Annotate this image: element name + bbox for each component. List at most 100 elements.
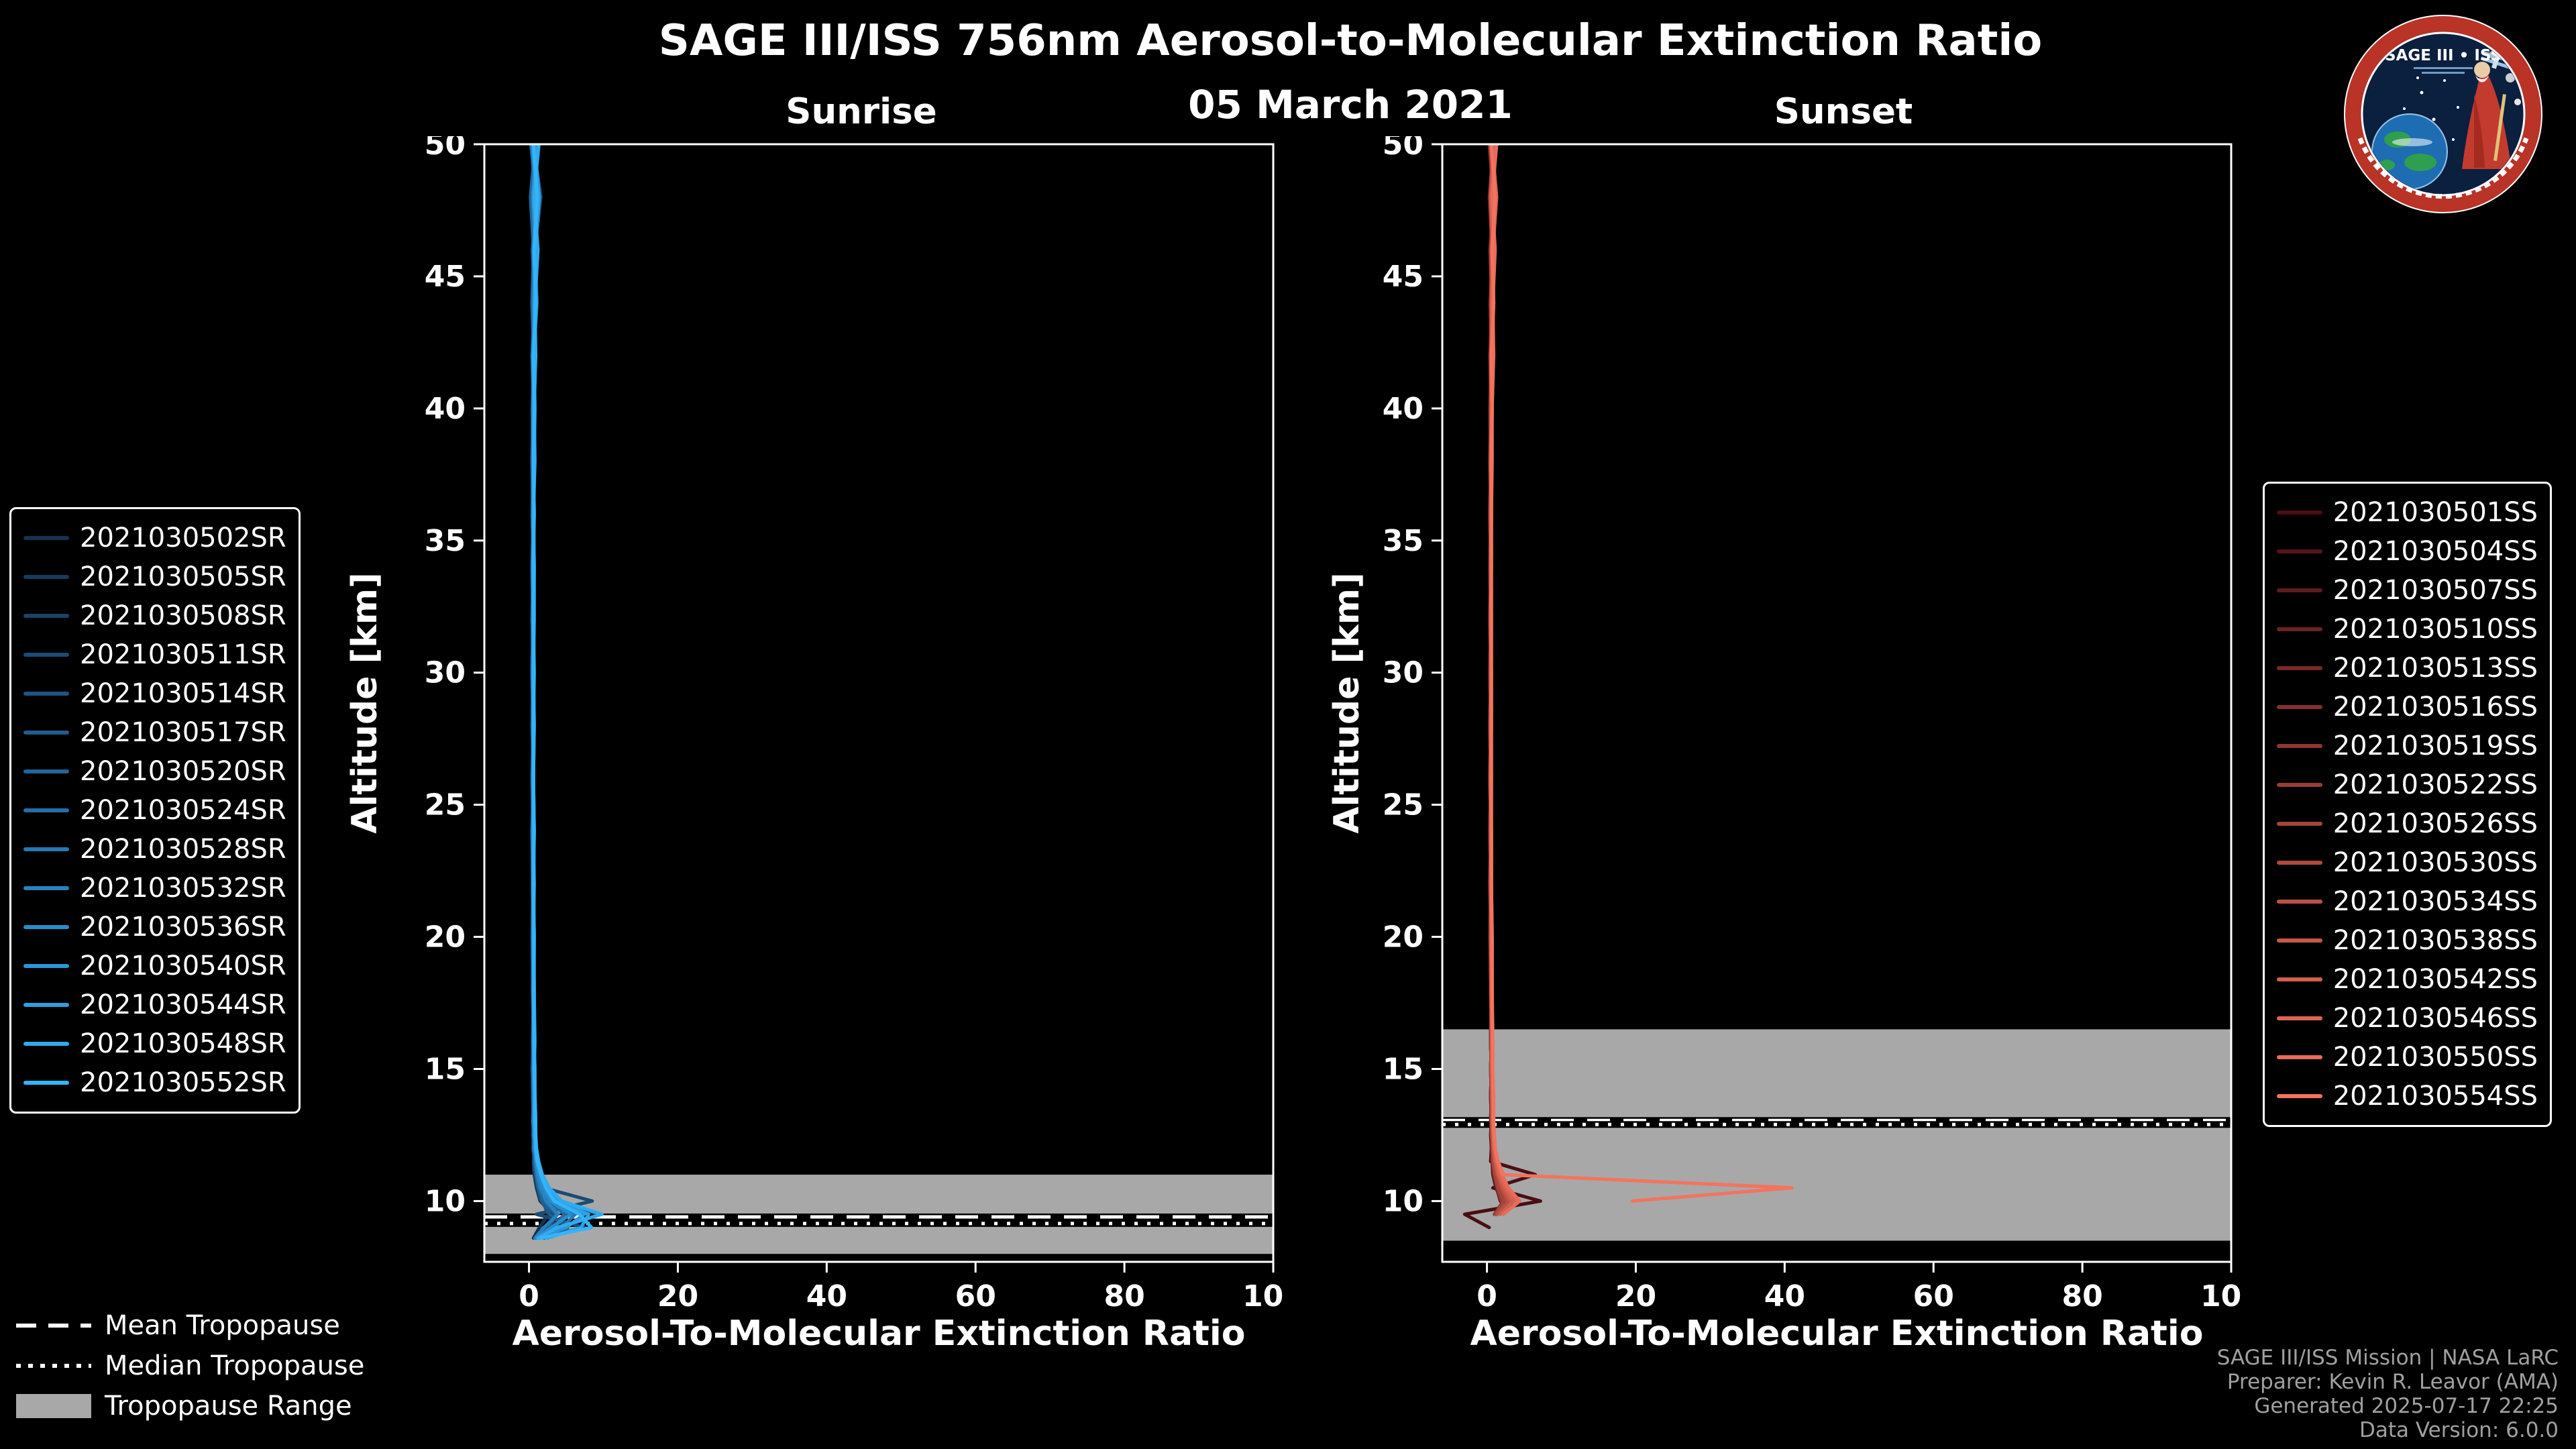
legend-event-label: 2021030513SS [2332,653,2538,684]
x-tick-label: 80 [2061,1279,2102,1313]
median-tropopause-label: Median Tropopause [105,1350,365,1381]
legend-event-label: 2021030522SS [2332,769,2538,800]
legend-event-label: 2021030536SR [80,912,286,943]
profile-line-2021030548SR [531,144,604,1240]
legend-line-swatch [2276,822,2322,826]
legend-line-swatch [23,575,69,579]
legend-line-swatch [2276,588,2322,592]
profile-line-2021030540SR [531,144,586,1240]
y-tick-label: 10 [1383,1184,1424,1218]
gray-band-sample [16,1394,91,1418]
legend-item: 2021030514SR [23,674,286,713]
legend-event-label: 2021030554SS [2332,1081,2538,1112]
profile-line-2021030552SR [531,144,594,1240]
date-subtitle: 05 March 2021 [1188,82,1513,127]
y-tick-label: 15 [425,1052,466,1086]
panel-title-sunrise: Sunrise [786,91,937,132]
y-tick-label: 45 [1383,260,1424,294]
sunset-profile-chart: 0 20 40 60 80 100 10 15 20 25 30 35 40 45 50 [1383,136,2242,1313]
legend-item: 2021030513SS [2276,649,2538,688]
legend-line-swatch [2276,1016,2322,1020]
legend-event-label: 2021030526SS [2332,808,2538,839]
y-tick-label: 35 [425,524,466,558]
mean-tropopause-label: Mean Tropopause [105,1310,340,1341]
credit-line-preparer: Preparer: Kevin R. Leavor (AMA) [2226,1370,2559,1394]
y-tick-label: 40 [1383,392,1424,426]
logo-ring-text [2357,137,2529,199]
tropopause-range-band [1442,1029,2231,1241]
profile-line-2021030554SS [1489,144,1794,1203]
legend-event-label: 2021030534SS [2332,886,2538,917]
x-tick-label: 40 [1764,1279,1805,1313]
legend-line-swatch [2276,900,2322,904]
y-tick-label: 30 [1383,656,1424,690]
y-tick-label: 20 [425,920,466,955]
y-tick-label: 50 [1383,136,1424,162]
legend-event-label: 2021030507SS [2332,575,2538,606]
tropopause-range-label: Tropopause Range [105,1391,352,1421]
legend-item: 2021030520SR [23,752,286,791]
y-tick-label: 10 [425,1184,466,1218]
legend-line-swatch [23,886,69,890]
legend-item: 2021030538SS [2276,921,2538,960]
legend-item: 2021030511SR [23,635,286,674]
profile-line-2021030528SR [531,144,577,1240]
legend-sunset-events: 2021030501SS 2021030504SS 2021030507SS 2021… [2262,482,2552,1127]
legend-line-swatch [23,769,69,773]
legend-item: 2021030501SS [2276,493,2538,532]
x-tick-label: 60 [955,1279,996,1313]
legend-item: 2021030508SR [23,596,286,635]
legend-item: 2021030510SS [2276,610,2538,649]
x-axis-label-sunset: Aerosol-To-Molecular Extinction Ratio [1470,1313,2204,1354]
legend-event-label: 2021030517SR [80,717,286,748]
legend-event-label: 2021030516SS [2332,692,2538,722]
legend-line-swatch [23,847,69,851]
profile-line-2021030511SR [531,144,594,1240]
sage-iii-iss-mission-logo: SAGE III • ISS [2344,15,2542,213]
median-tropopause-legend-item: Median Tropopause [16,1346,364,1386]
legend-item: 2021030516SS [2276,688,2538,727]
legend-event-label: 2021030510SS [2332,614,2538,645]
mean-tropopause-legend-item: Mean Tropopause [16,1305,364,1346]
axes-border [483,143,1275,1263]
y-tick-label: 40 [425,392,466,426]
legend-line-swatch [2276,1094,2322,1098]
y-tick-label: 15 [1383,1052,1424,1086]
profile-line-2021030544SR [531,144,590,1240]
legend-item: 2021030542SS [2276,960,2538,999]
x-tick-label: 60 [1913,1279,1954,1313]
panel-title-sunset: Sunset [1774,91,1913,132]
legend-line-swatch [23,653,69,657]
legend-item: 2021030534SS [2276,882,2538,921]
legend-event-label: 2021030502SR [80,523,286,553]
legend-event-label: 2021030505SR [80,561,286,592]
legend-line-swatch [2276,666,2322,670]
y-tick-label: 20 [1383,920,1424,955]
logo-title: SAGE III • ISS [2385,47,2502,64]
legend-item: 2021030502SR [23,519,286,557]
credit-line-mission: SAGE III/ISS Mission | NASA LaRC [2216,1346,2559,1370]
sunrise-profile-chart: 0 20 40 60 80 100 10 15 20 25 30 35 40 45 50 [425,136,1284,1313]
credits-block: SAGE III/ISS Mission | NASA LaRC Prepare… [2217,1346,2559,1442]
legend-item: 2021030519SS [2276,727,2538,765]
legend-item: 2021030540SR [23,947,286,985]
legend-event-label: 2021030552SR [80,1067,286,1098]
legend-item: 2021030528SR [23,830,286,869]
legend-item: 2021030524SR [23,791,286,830]
y-tick-label: 25 [425,788,466,822]
legend-event-label: 2021030528SR [80,834,286,865]
legend-event-label: 2021030546SS [2332,1003,2538,1034]
credit-line-version: Data Version: 6.0.0 [2359,1418,2559,1442]
legend-line-swatch [2276,549,2322,553]
x-axis-label-sunrise: Aerosol-To-Molecular Extinction Ratio [512,1313,1246,1354]
legend-line-swatch [23,614,69,618]
legend-item: 2021030530SS [2276,843,2538,882]
legend-line-swatch [2276,1055,2322,1059]
legend-event-label: 2021030520SR [80,756,286,787]
profile-line-2021030514SR [530,144,602,1240]
x-tick-label: 0 [1477,1279,1497,1313]
x-tick-label: 100 [2200,1279,2242,1313]
legend-line-swatch [23,1042,69,1046]
legend-event-label: 2021030540SR [80,951,286,981]
legend-event-label: 2021030550SS [2332,1042,2538,1073]
